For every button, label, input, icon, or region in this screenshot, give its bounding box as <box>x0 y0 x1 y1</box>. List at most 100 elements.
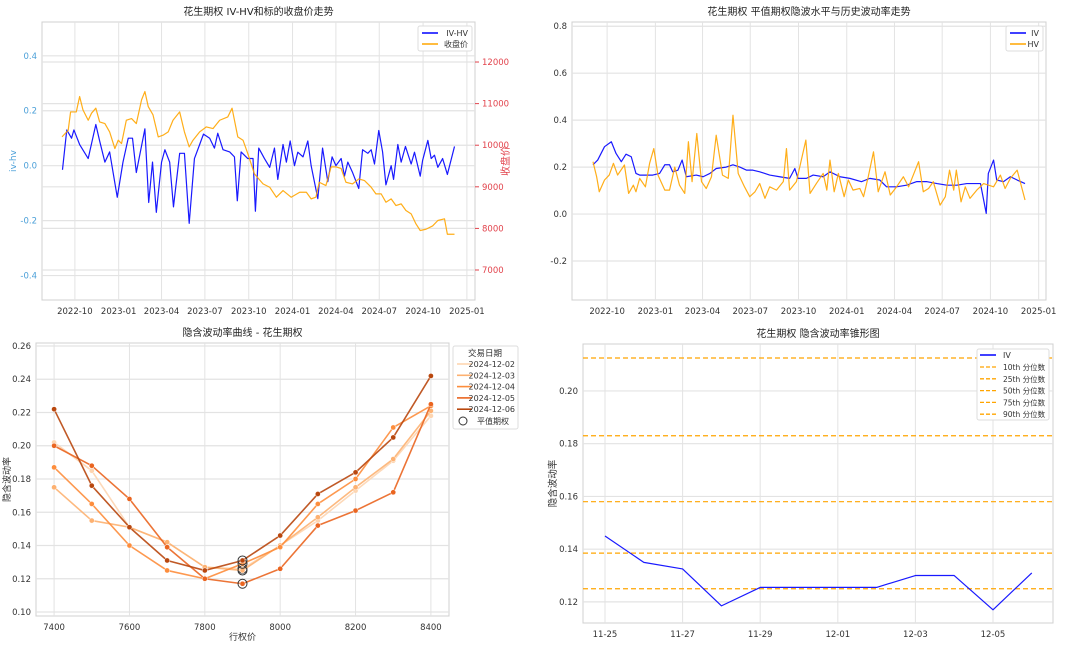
y-tick-label: -0.4 <box>20 272 37 282</box>
legend-title: 交易日期 <box>468 348 502 359</box>
data-point <box>390 424 397 431</box>
x-tick-label: 2023-01 <box>101 307 137 317</box>
chart-title: 花生期权 IV-HV和标的收盘价走势 <box>183 5 333 18</box>
x-tick-label: 2024-07 <box>361 307 397 317</box>
y2-tick-label: 9000 <box>482 183 504 193</box>
atm-legend-marker <box>458 416 468 426</box>
chart-title: 花生期权 隐含波动率锥形图 <box>756 327 879 340</box>
data-point <box>428 373 434 379</box>
legend-box <box>452 345 519 430</box>
data-point <box>88 517 95 524</box>
data-point <box>51 464 57 471</box>
y-tick-label: 0.0 <box>553 210 567 220</box>
data-point <box>390 456 397 462</box>
data-point <box>428 401 434 408</box>
legend-label: 90th 分位数 <box>1003 409 1046 419</box>
x-tick-label: 2023-10 <box>781 307 817 317</box>
y-tick-label: 0.6 <box>553 69 567 79</box>
legend-label: 10th 分位数 <box>1003 362 1046 372</box>
atm-marker <box>237 555 248 566</box>
x-tick-label: 2024-10 <box>405 307 441 317</box>
y-tick-label: 0.14 <box>559 545 578 555</box>
data-point <box>315 514 321 521</box>
data-point <box>277 565 284 572</box>
x-tick-label: 2024-10 <box>973 307 1009 317</box>
x-tick-label: 2023-07 <box>187 307 223 317</box>
legend-label: IV-HV <box>446 29 468 38</box>
legend-label: 50th 分位数 <box>1003 386 1046 396</box>
data-point <box>88 482 95 489</box>
y-tick-label: 0.24 <box>12 375 31 385</box>
y-tick-label: 0.18 <box>559 440 578 450</box>
y2-tick-label: 7000 <box>482 266 504 276</box>
legend-label: 收盘价 <box>444 39 468 49</box>
x-axis-label: 行权价 <box>229 631 256 643</box>
y-tick-label: 0.14 <box>12 542 31 552</box>
legend-label: 平值期权 <box>477 416 509 426</box>
legend-label: IV <box>1031 29 1039 38</box>
y2-tick-label: 10000 <box>482 141 509 151</box>
data-point <box>126 496 133 502</box>
y-tick-label: 0.0 <box>23 162 37 172</box>
legend-label: 2024-12-05 <box>469 394 516 403</box>
legend: IV HV <box>1005 25 1044 52</box>
x-tick-label: 11-27 <box>670 630 695 640</box>
data-point <box>201 567 208 574</box>
legend-label: 2024-12-04 <box>469 383 516 392</box>
data-point <box>352 469 359 476</box>
y2-tick-label: 11000 <box>482 100 509 110</box>
series-line-0 <box>592 141 1026 214</box>
data-point <box>51 406 57 413</box>
x-tick-label: 2025-01 <box>1021 307 1057 317</box>
x-tick-label: 7400 <box>43 623 65 633</box>
legend-label: HV <box>1028 40 1040 49</box>
x-tick-label: 2025-01 <box>449 307 485 317</box>
data-point <box>51 484 57 491</box>
y-tick-label: 0.12 <box>559 598 578 608</box>
y-tick-label: 0.4 <box>23 52 37 62</box>
data-point <box>201 575 208 582</box>
data-point <box>315 491 321 497</box>
x-tick-label: 2022-10 <box>589 307 625 317</box>
y-tick-label: 0.2 <box>553 163 567 173</box>
x-tick-label: 12-05 <box>981 630 1006 640</box>
y-tick-label: 0.20 <box>12 442 31 452</box>
chart-3: 隐含波动率曲线 - 花生期权 7400 7600 7800 8000 8200 8400 0.… <box>1 326 519 643</box>
y-axis-label: iv-hv <box>9 149 19 172</box>
y-axis-label: 隐含波动率 <box>1 457 13 502</box>
x-tick-label: 2023-01 <box>638 307 674 317</box>
y-tick-label: 0.26 <box>12 342 31 352</box>
data-point <box>277 544 284 551</box>
data-point <box>277 532 284 539</box>
data-point <box>126 542 133 549</box>
y-tick-label: 0.4 <box>553 116 567 126</box>
chart-title: 隐含波动率曲线 - 花生期权 <box>183 326 303 339</box>
legend-label: 75th 分位数 <box>1003 397 1046 407</box>
y-tick-label: -0.2 <box>20 217 37 227</box>
series-line-1 <box>592 114 1026 206</box>
x-tick-label: 2024-07 <box>924 307 960 317</box>
data-point <box>88 467 95 474</box>
data-point <box>352 507 359 514</box>
data-point <box>88 462 95 469</box>
y-tick-label: 0.2 <box>23 107 37 117</box>
x-tick-label: 12-03 <box>903 630 928 640</box>
y-tick-label: 0.8 <box>553 22 567 32</box>
data-point <box>88 501 95 507</box>
x-tick-label: 2023-10 <box>231 307 267 317</box>
x-tick-label: 2024-01 <box>829 307 865 317</box>
legend-label: IV <box>1003 351 1011 360</box>
y2-tick-label: 8000 <box>482 224 504 234</box>
atm-marker <box>237 578 248 589</box>
y-tick-label: 0.22 <box>12 408 31 418</box>
x-tick-label: 7600 <box>119 623 141 633</box>
x-tick-label: 2024-01 <box>275 307 311 317</box>
series-line-0 <box>61 123 456 224</box>
data-point <box>239 557 246 564</box>
y-tick-label: 0.16 <box>559 492 578 502</box>
data-point <box>352 484 359 491</box>
data-point <box>164 567 170 574</box>
